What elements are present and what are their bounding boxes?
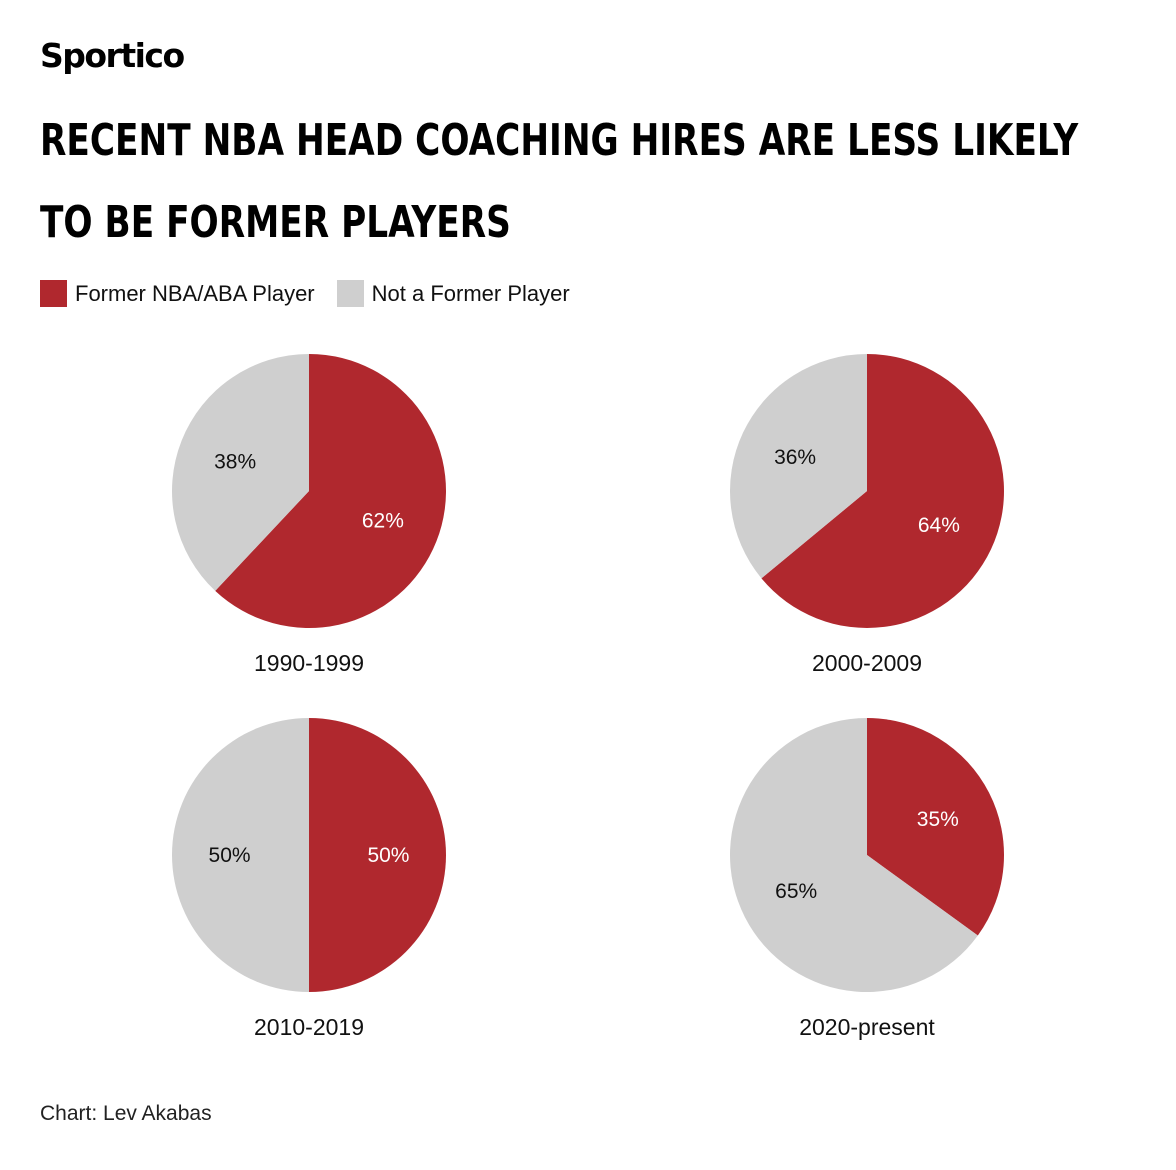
pie-period-label: 2010-2019 xyxy=(254,1014,364,1040)
legend-item-not-former-player: Not a Former Player xyxy=(336,280,570,307)
pie-slice-former-nba-aba-player xyxy=(867,718,1004,936)
legend-swatch-not-former-player xyxy=(336,280,364,307)
pie-slice-not-a-former-player xyxy=(172,718,309,992)
slice-value-label: 64% xyxy=(918,514,960,537)
pie-slice-not-a-former-player xyxy=(730,718,978,993)
pie-slice-former-nba-aba-player xyxy=(309,718,446,992)
pie-chart-2000-2009: 64% 36% 2000-2009 xyxy=(730,354,1005,676)
slice-value-label: 35% xyxy=(917,808,959,831)
legend-item-former-player: Former NBA/ABA Player xyxy=(40,280,315,307)
pie-period-label: 2020-present xyxy=(799,1014,935,1040)
chart-credit: Chart: Lev Akabas xyxy=(40,1102,212,1125)
pie-slice-not-a-former-player xyxy=(730,354,867,579)
legend-label-former-player: Former NBA/ABA Player xyxy=(75,280,315,306)
slice-value-label: 38% xyxy=(214,451,256,474)
legend: Former NBA/ABA Player Not a Former Playe… xyxy=(40,280,592,307)
pie-period-label: 2000-2009 xyxy=(812,650,922,676)
pie-slice-not-a-former-player xyxy=(172,354,309,591)
pie-chart-2020-present: 35% 65% 2020-present xyxy=(730,718,1004,1040)
legend-label-not-former-player: Not a Former Player xyxy=(371,280,570,306)
pie-period-label: 1990-1999 xyxy=(254,650,364,676)
brand-logo: Sportico xyxy=(40,36,185,75)
pie-chart-1990-1999: 62% 38% 1990-1999 xyxy=(172,354,447,676)
pie-slice-former-nba-aba-player xyxy=(215,354,447,628)
slice-value-label: 50% xyxy=(367,844,409,867)
pie-chart-2010-2019: 50% 50% 2010-2019 xyxy=(172,718,446,1040)
slice-value-label: 36% xyxy=(774,446,816,469)
chart-title-line-2: TO BE FORMER PLAYERS xyxy=(40,197,511,248)
slice-value-label: 65% xyxy=(775,880,817,903)
legend-swatch-former-player xyxy=(40,280,67,307)
slice-value-label: 62% xyxy=(362,509,404,532)
pie-slice-former-nba-aba-player xyxy=(761,354,1005,629)
slice-value-label: 50% xyxy=(209,844,251,867)
